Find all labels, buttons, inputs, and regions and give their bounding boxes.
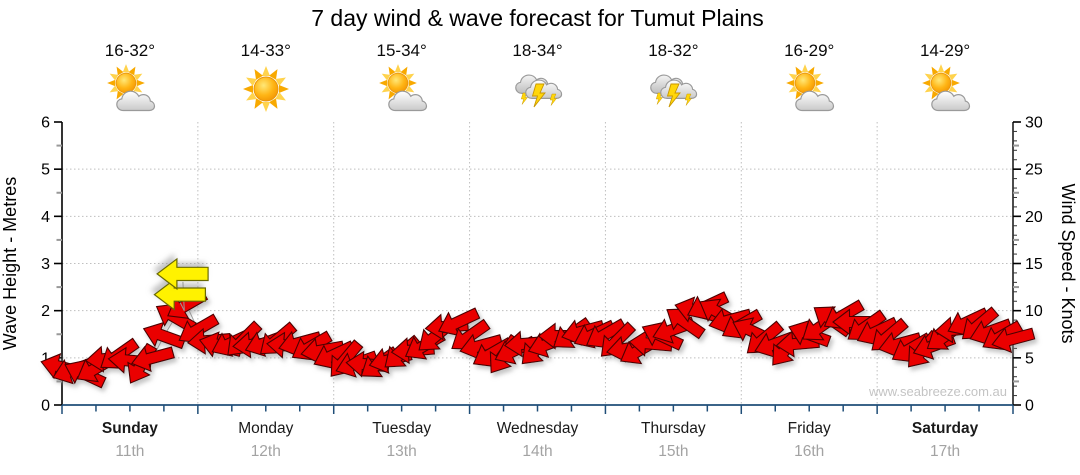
day-cell: 18-32°: [605, 40, 741, 114]
left-tick-label: 2: [41, 303, 50, 320]
date-label: 15th: [658, 443, 688, 460]
day-temp-range: 14-33°: [240, 41, 291, 60]
day-cell: 14-33°: [198, 40, 334, 114]
left-tick-label: 4: [41, 209, 50, 226]
left-tick-label: 0: [41, 398, 50, 415]
day-cell: 18-34°: [470, 40, 606, 114]
day-cell: 15-34°: [334, 40, 470, 114]
right-axis-title: Wind Speed - Knots: [1058, 183, 1078, 343]
date-label: 16th: [794, 443, 824, 460]
day-cell: 14-29°: [877, 40, 1013, 114]
sun-cloud-icon: [783, 64, 835, 114]
sun-cloud-icon: [104, 64, 156, 114]
watermark: www.seabreeze.com.au: [868, 384, 1007, 399]
gust-arrow: [156, 257, 209, 291]
right-tick-label: 0: [1025, 398, 1034, 415]
day-label: Sunday: [102, 420, 158, 437]
date-label: 14th: [522, 443, 552, 460]
wind-arrow-series: [40, 288, 1036, 389]
left-tick-label: 6: [41, 115, 50, 132]
wind-arrow: [666, 308, 706, 340]
right-tick-label: 10: [1025, 303, 1043, 320]
left-tick-label: 5: [41, 162, 50, 179]
day-temp-range: 14-29°: [919, 41, 971, 60]
day-cell: 16-29°: [741, 40, 877, 114]
sun-cloud-icon: [376, 64, 428, 114]
day-temp-range: 15-34°: [376, 41, 427, 60]
day-temp-range: 18-32°: [648, 41, 699, 60]
left-tick-label: 1: [41, 350, 50, 367]
right-tick-label: 5: [1025, 350, 1034, 367]
day-temp-range: 18-34°: [512, 41, 563, 60]
day-label: Wednesday: [497, 420, 579, 437]
right-tick-label: 30: [1025, 115, 1043, 132]
day-temp-range: 16-29°: [784, 41, 835, 60]
day-cell: 16-32°: [62, 40, 198, 114]
right-tick-label: 20: [1025, 209, 1043, 226]
wind-arrow: [130, 345, 175, 373]
right-tick-label: 25: [1025, 162, 1043, 179]
date-label: 13th: [387, 443, 417, 460]
date-label: 12th: [251, 443, 281, 460]
left-tick-label: 3: [41, 256, 50, 273]
date-label: 17th: [930, 443, 960, 460]
day-label: Saturday: [912, 420, 979, 437]
forecast-row: 16-32° 14-33° 15-34° 18-34°: [62, 40, 1013, 114]
day-label: Friday: [788, 420, 831, 437]
date-label: 11th: [115, 443, 144, 460]
day-temp-range: 16-32°: [104, 41, 156, 60]
storm-icon: [512, 64, 564, 114]
right-tick-label: 15: [1025, 256, 1043, 273]
sun-cloud-icon: [919, 64, 971, 114]
day-label: Monday: [238, 420, 293, 437]
page-title: 7 day wind & wave forecast for Tumut Pla…: [311, 5, 764, 31]
storm-icon: [647, 64, 699, 114]
wind-arrow: [991, 327, 1036, 354]
day-label: Tuesday: [372, 420, 431, 437]
gust-connector: [179, 302, 185, 311]
wind-arrow: [437, 307, 481, 337]
left-axis-title: Wave Height - Metres: [0, 177, 20, 350]
gust-arrow: [153, 278, 206, 311]
sunny-icon: [240, 64, 292, 114]
day-label: Thursday: [641, 420, 706, 437]
